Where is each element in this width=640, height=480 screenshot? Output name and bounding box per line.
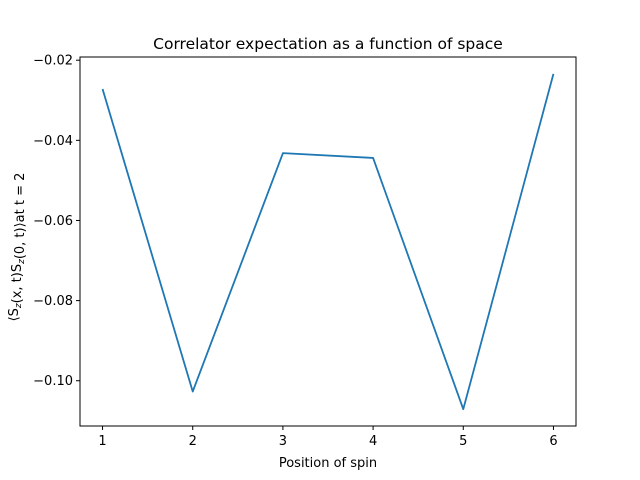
y-tick-label: −0.08 (33, 294, 73, 309)
series-line (101, 73, 555, 411)
y-tick-label: −0.06 (33, 214, 73, 229)
y-axis: −0.02 −0.04 −0.06 −0.08 −0.10 (33, 54, 80, 389)
x-tick-label: 5 (459, 434, 467, 449)
axes-frame (79, 56, 577, 427)
y-tick-label: −0.10 (33, 374, 73, 389)
x-tick-label: 2 (189, 434, 197, 449)
x-tick-label: 6 (549, 434, 557, 449)
y-tick-label: −0.04 (33, 134, 73, 149)
x-axis: 1 2 3 4 5 6 (98, 426, 558, 449)
y-tick-label: −0.02 (33, 54, 73, 69)
plot-area (79, 56, 577, 427)
x-tick-label: 3 (279, 434, 287, 449)
x-axis-label: Position of spin (279, 456, 377, 471)
chart-title: Correlator expectation as a function of … (153, 35, 503, 53)
x-tick-label: 1 (98, 434, 106, 449)
x-tick-label: 4 (369, 434, 377, 449)
y-axis-label: ⟨Sz(x, t)Sz(0, t)⟩at t = 2 (7, 173, 28, 322)
